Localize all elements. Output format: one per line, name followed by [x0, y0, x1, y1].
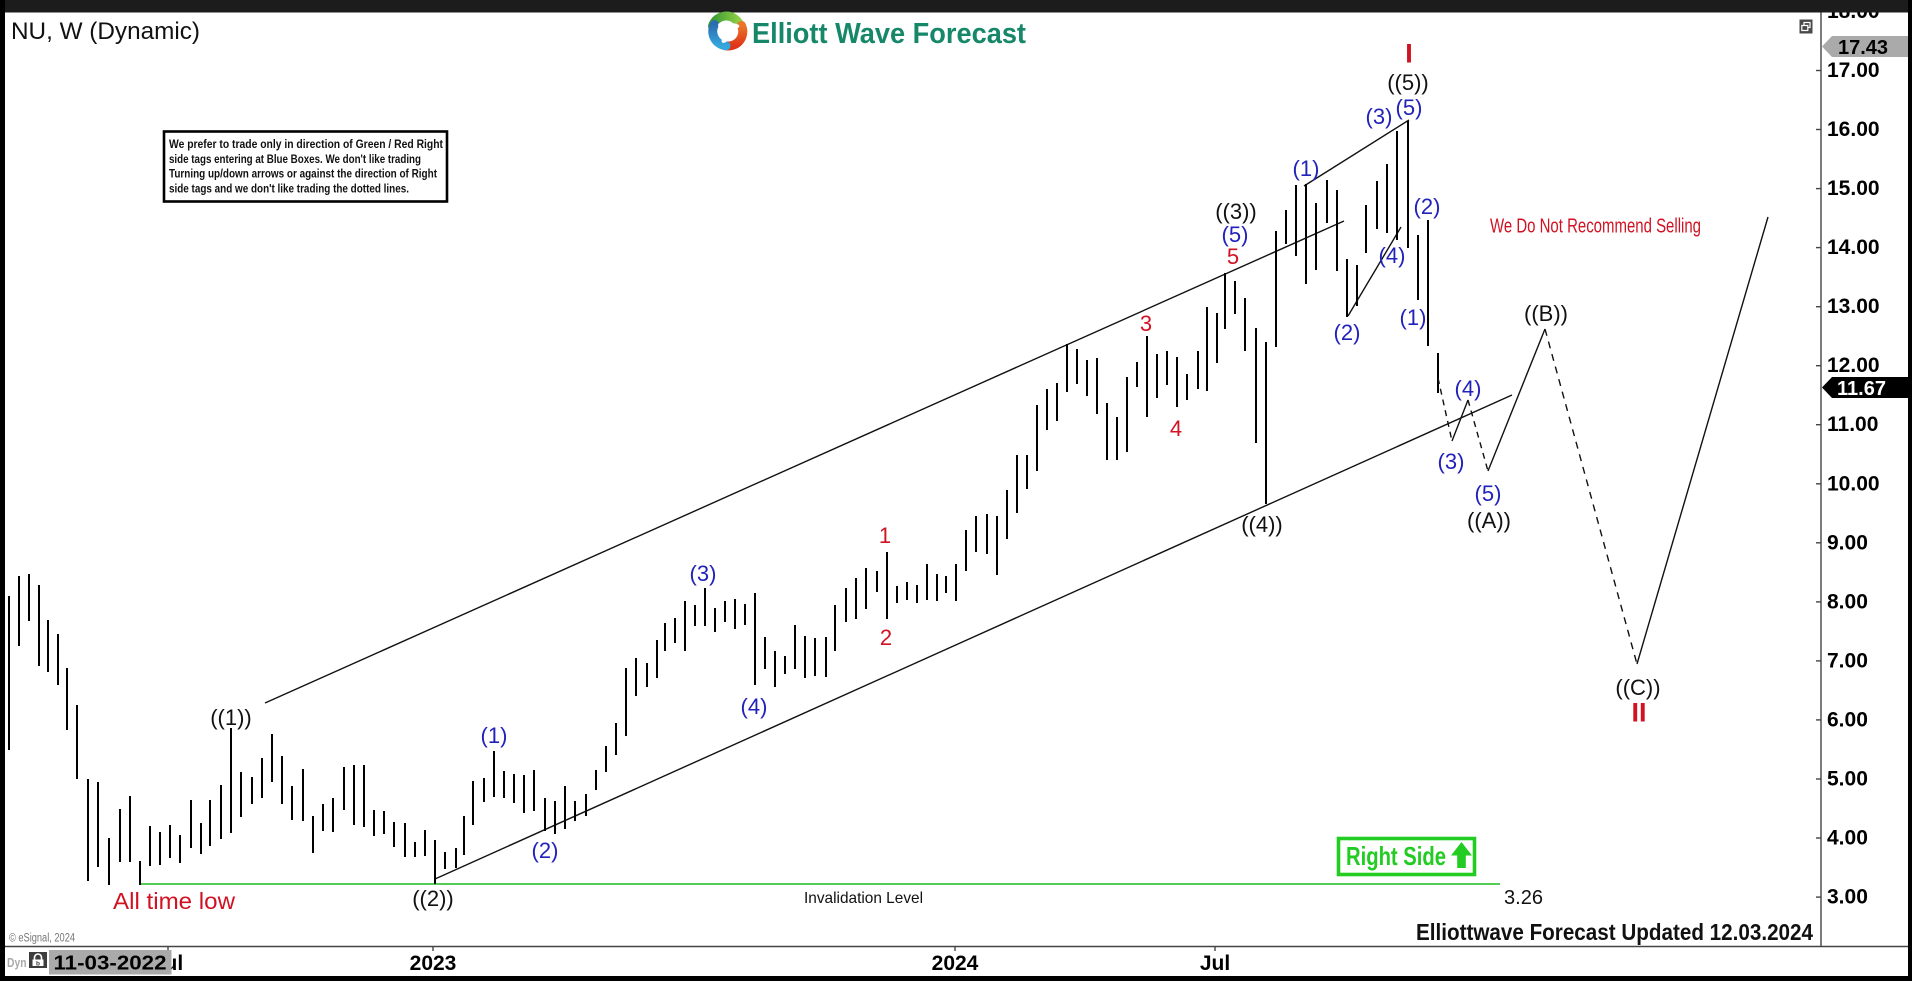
- svg-text:(3): (3): [1366, 104, 1393, 129]
- svg-text:14.00: 14.00: [1827, 236, 1880, 259]
- svg-text:3.26: 3.26: [1504, 887, 1543, 909]
- svg-text:3.00: 3.00: [1827, 886, 1868, 909]
- svg-text:4.00: 4.00: [1827, 827, 1868, 850]
- svg-text:13.00: 13.00: [1827, 295, 1880, 318]
- svg-text:11-03-2022: 11-03-2022: [54, 952, 167, 975]
- svg-text:NU, W (Dynamic): NU, W (Dynamic): [11, 18, 200, 45]
- svg-text:(4): (4): [1455, 376, 1482, 401]
- svg-text:11.00: 11.00: [1827, 413, 1878, 436]
- svg-text:Elliott Wave Forecast: Elliott Wave Forecast: [752, 18, 1026, 50]
- svg-text:((A)): ((A)): [1467, 508, 1511, 533]
- svg-text:side tags entering at Blue Box: side tags entering at Blue Boxes. We don…: [169, 154, 421, 166]
- svg-text:All time low: All time low: [113, 888, 236, 914]
- svg-text:(3): (3): [690, 561, 717, 586]
- svg-text:(4): (4): [741, 694, 768, 719]
- svg-text:((4)): ((4)): [1241, 512, 1283, 537]
- svg-text:(1): (1): [1293, 156, 1320, 181]
- svg-text:Elliottwave Forecast Updated 1: Elliottwave Forecast Updated 12.03.2024: [1416, 919, 1813, 945]
- svg-text:17.00: 17.00: [1827, 59, 1880, 82]
- svg-text:1: 1: [879, 523, 891, 548]
- svg-text:(2): (2): [532, 838, 559, 863]
- svg-text:7.00: 7.00: [1827, 649, 1868, 672]
- svg-text:11.67: 11.67: [1837, 378, 1886, 400]
- svg-text:((B)): ((B)): [1524, 301, 1568, 326]
- svg-text:5: 5: [1227, 244, 1239, 269]
- svg-text:(5): (5): [1396, 95, 1423, 120]
- svg-text:15.00: 15.00: [1827, 177, 1880, 200]
- svg-text:Invalidation Level: Invalidation Level: [804, 890, 923, 907]
- svg-text:© eSignal, 2024: © eSignal, 2024: [9, 933, 75, 945]
- svg-text:4: 4: [1170, 416, 1182, 441]
- svg-text:II: II: [1631, 698, 1646, 728]
- svg-text:(5): (5): [1475, 481, 1502, 506]
- svg-text:Dyn: Dyn: [7, 956, 27, 970]
- svg-text:((C)): ((C)): [1615, 675, 1660, 700]
- svg-text:((1)): ((1)): [210, 705, 252, 730]
- svg-text:(5): (5): [1222, 222, 1249, 247]
- svg-text:8.00: 8.00: [1827, 590, 1868, 613]
- svg-text:(4): (4): [1379, 243, 1406, 268]
- svg-text:(3): (3): [1438, 449, 1465, 474]
- svg-text:(1): (1): [1400, 305, 1427, 330]
- svg-text:(2): (2): [1414, 194, 1441, 219]
- svg-text:side tags and we don't like tr: side tags and we don't like trading the …: [169, 183, 409, 195]
- svg-text:2024: 2024: [932, 952, 979, 975]
- svg-text:10.00: 10.00: [1827, 472, 1880, 495]
- svg-text:12.00: 12.00: [1827, 354, 1880, 377]
- svg-text:We prefer to trade only in dir: We prefer to trade only in direction of …: [169, 139, 443, 151]
- svg-text:((2)): ((2)): [412, 886, 454, 911]
- svg-text:9.00: 9.00: [1827, 531, 1868, 554]
- svg-text:Turning up/down arrows or agai: Turning up/down arrows or against the di…: [169, 169, 437, 181]
- svg-text:Jul: Jul: [1200, 952, 1230, 975]
- svg-text:2023: 2023: [410, 952, 457, 975]
- svg-text:(2): (2): [1334, 320, 1361, 345]
- svg-text:((3)): ((3)): [1215, 199, 1257, 224]
- svg-text:6.00: 6.00: [1827, 708, 1868, 731]
- svg-text:2: 2: [880, 625, 892, 650]
- svg-text:((5)): ((5)): [1387, 70, 1429, 95]
- svg-text:17.43: 17.43: [1838, 37, 1888, 59]
- svg-text:(1): (1): [481, 723, 508, 748]
- svg-text:We Do Not Recommend Selling: We Do Not Recommend Selling: [1490, 216, 1701, 238]
- svg-text:16.00: 16.00: [1827, 118, 1880, 141]
- svg-text:3: 3: [1140, 311, 1152, 336]
- svg-text:I: I: [1405, 39, 1413, 69]
- svg-text:5.00: 5.00: [1827, 768, 1868, 791]
- svg-text:Right Side: Right Side: [1346, 841, 1446, 871]
- svg-text:b: b: [36, 960, 40, 967]
